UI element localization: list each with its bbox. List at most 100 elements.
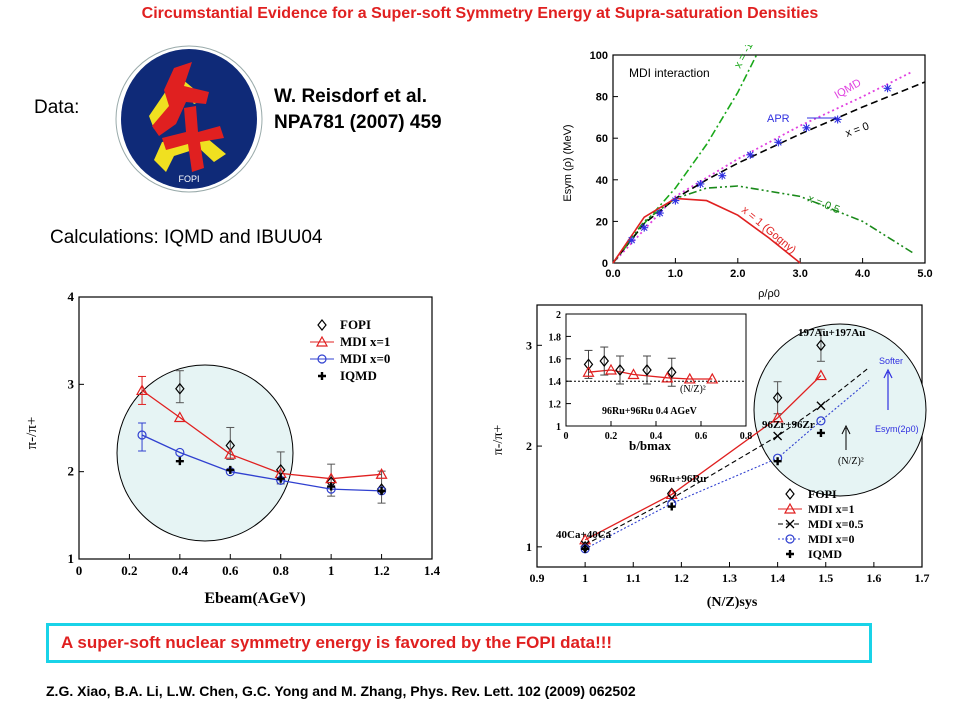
chart2-point-2 <box>175 447 185 458</box>
citation: Z.G. Xiao, B.A. Li, L.W. Chen, G.C. Yong… <box>46 683 636 699</box>
apr-point <box>833 115 842 124</box>
chart1-xtick-label: 5.0 <box>917 268 932 280</box>
chart2-point-0 <box>175 382 185 395</box>
chart2-frame <box>78 296 433 560</box>
chart3-point-0 <box>772 391 783 404</box>
chart1-line-0 <box>612 54 758 264</box>
inset-mdi-point <box>582 366 595 377</box>
label-iqmd: IQMD <box>833 77 864 102</box>
chart1-line-4 <box>612 197 801 264</box>
logo-text: FOPI <box>178 174 199 184</box>
chart2-line-mdi-x1 <box>141 389 382 480</box>
chart1-xtick-label: 1.0 <box>668 268 683 280</box>
inset-mdi-point <box>661 371 674 383</box>
chart2-xtick-label: 0.8 <box>273 563 290 578</box>
inset-fopi-point <box>599 355 610 368</box>
chart1-title: MDI interaction <box>629 66 710 80</box>
chart1-ylabel: Esym (ρ) (MeV) <box>562 124 574 201</box>
fopi-logo: FOPI <box>115 45 263 193</box>
chart2-point-1 <box>375 468 388 479</box>
inset-ytick-label: 1.2 <box>549 400 562 411</box>
legend-marker-iqmd <box>318 372 326 380</box>
legend-label-fopi: FOPI <box>808 487 837 501</box>
chart1-ytick-label: 0 <box>602 258 608 270</box>
chart3-ytick-label: 2 <box>526 439 532 453</box>
chart1-xtick-label: 0.0 <box>605 268 620 280</box>
legend-marker-mdi-x1 <box>783 502 797 514</box>
annotation-softer: Softer <box>879 356 903 366</box>
chart3-ylabel: π-/π+ <box>491 425 506 456</box>
chart2-point-0 <box>225 439 236 452</box>
chart1-line-3 <box>612 185 913 264</box>
chart2-xtick-label: 0.2 <box>121 563 137 578</box>
label-x05: x = 0.5 <box>806 193 841 217</box>
chart2-point-1 <box>136 384 149 396</box>
label-x0: x = 0 <box>844 120 871 140</box>
pion-ratio-energy-chart: 0 0.2 0.4 0.6 0.8 1 1.2 1.4 1 2 3 4 FOPI MDI x=1 MDI … <box>24 289 441 607</box>
chart2-xtick-label: 0.4 <box>172 563 189 578</box>
legend-marker-mdi-x0 <box>785 534 795 544</box>
chart2-point-3 <box>377 486 386 495</box>
inset-ytick-label: 1.8 <box>549 332 562 343</box>
chart3-point-2 <box>816 401 826 411</box>
chart2-xtick-label: 1 <box>328 563 335 578</box>
chart3-point-1 <box>579 533 592 545</box>
label-x-minus1: x = -1 <box>732 45 756 70</box>
annotation-ru: 96Ru+96Ru <box>650 473 706 485</box>
chart3-line-2 <box>584 367 870 546</box>
chart1-ytick-label: 20 <box>596 216 608 228</box>
inset-xtick-label: 0.6 <box>695 431 708 442</box>
legend-label-iqmd: IQMD <box>808 547 842 561</box>
chart3-point-4 <box>816 428 825 437</box>
chart3-line-1 <box>584 375 822 541</box>
legend-label-fopi: FOPI <box>340 317 371 332</box>
chart3-xtick-label: 1.6 <box>866 571 881 585</box>
apr-point <box>627 236 636 245</box>
chart2-point-1 <box>224 447 237 459</box>
legend-label-mdi-x1: MDI x=1 <box>808 502 855 516</box>
chart2-line-mdi-x0 <box>141 434 382 492</box>
chart2-ytick-label: 2 <box>68 464 75 479</box>
chart3-xtick-label: 0.9 <box>530 571 545 585</box>
inset-line-mdi-x1 <box>588 369 713 380</box>
inset-fopi-point <box>666 366 677 379</box>
chart1-xtick-label: 3.0 <box>793 268 808 280</box>
annotation-esym: Esym(2ρ0) <box>875 424 919 434</box>
inset-mdi-point <box>604 363 618 375</box>
legend-marker-mdi-x0 <box>317 354 327 364</box>
chart2-xtick-label: 1.2 <box>373 563 389 578</box>
annotation-ca: 40Ca+40Ca <box>556 529 612 541</box>
chart3-ytick-label: 3 <box>526 338 532 352</box>
chart1-ytick-label: 60 <box>596 133 608 145</box>
apr-point <box>883 84 892 93</box>
inset-frame <box>565 313 747 427</box>
apr-point <box>802 123 811 132</box>
nz2-arrow <box>841 424 851 450</box>
symmetry-energy-chart: 0.0 1.0 2.0 3.0 4.0 5.0 0 20 40 60 80 100 MDI inter… <box>562 45 933 300</box>
chart2-ytick-label: 4 <box>68 289 75 304</box>
apr-point <box>640 223 649 232</box>
apr-point <box>655 209 664 218</box>
chart3-xtick-label: 1 <box>582 571 588 585</box>
apr-point <box>774 138 783 147</box>
chart2-ytick-label: 3 <box>68 376 75 391</box>
legend-label-mdi-x0: MDI x=0 <box>340 351 390 366</box>
chart3-xtick-label: 1.1 <box>626 571 641 585</box>
chart2-xlabel: Ebeam(AGeV) <box>204 590 305 607</box>
inset-title: 96Ru+96Ru 0.4 AGeV <box>602 406 698 417</box>
inset-ytick-label: 1.4 <box>549 377 562 388</box>
chart1-ytick-label: 100 <box>590 50 608 62</box>
legend-label-mdi-x0: MDI x=0 <box>808 532 855 546</box>
data-label: Data: <box>34 97 80 118</box>
chart3-point-4 <box>667 502 676 511</box>
legend-marker-mdi-x1 <box>315 335 329 347</box>
inset-fopi-point <box>583 358 594 371</box>
inset-mdi-point <box>627 368 640 380</box>
legend-label-iqmd: IQMD <box>340 368 377 383</box>
label-apr: APR <box>767 113 790 125</box>
chart2-xtick-label: 0 <box>76 563 83 578</box>
apr-point <box>746 150 755 159</box>
chart2-xtick-label: 1.4 <box>424 563 441 578</box>
chart3-point-2 <box>773 431 783 441</box>
annotation-au: 197Au+197Au <box>798 327 865 339</box>
